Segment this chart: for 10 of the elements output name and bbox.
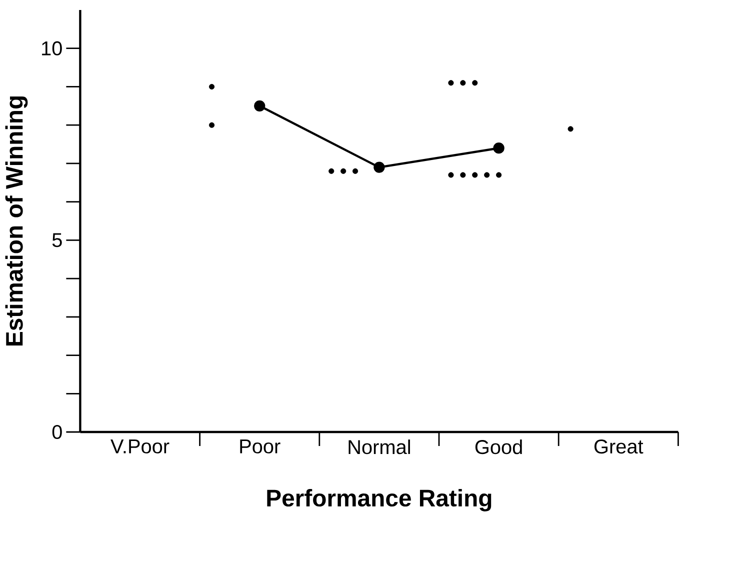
x-tick-label: Great: [594, 440, 644, 454]
x-tick-label: V.Poor: [110, 440, 170, 454]
x-axis-title: Performance Rating: [267, 488, 492, 512]
y-tick-label: 0: [52, 424, 62, 440]
y-tick-label: 5: [52, 233, 62, 248]
x-tick-label: Normal: [348, 440, 410, 454]
y-tick-label: 10: [42, 41, 62, 56]
x-tick-label: Good: [475, 440, 522, 454]
y-axis-title: Estimation of Winning: [5, 96, 28, 346]
x-tick-label: Poor: [240, 440, 280, 454]
